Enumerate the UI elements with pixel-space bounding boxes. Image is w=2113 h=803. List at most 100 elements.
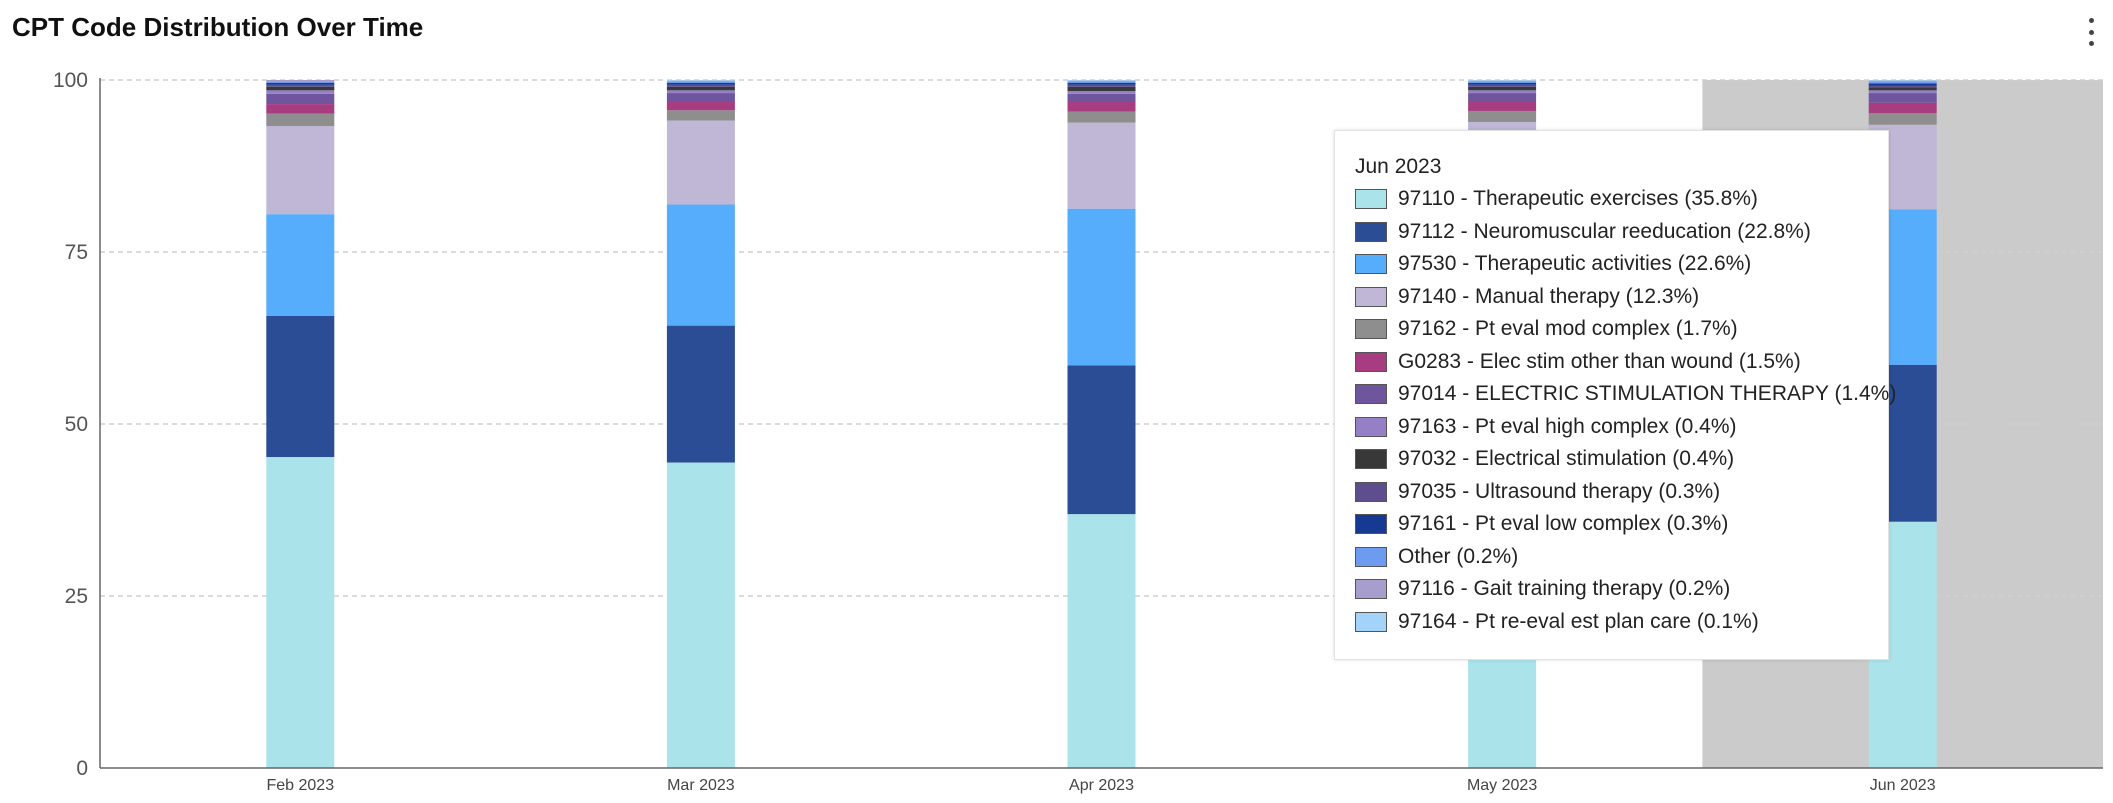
legend-swatch [1355, 286, 1387, 307]
bar-segment [1067, 93, 1136, 103]
bar-segment [1067, 208, 1136, 366]
bar-segment [266, 457, 335, 768]
bar-segment [1868, 85, 1937, 88]
tooltip-row: 97163 - Pt eval high complex (0.4%) [1355, 411, 1888, 444]
bar-segment [1868, 93, 1937, 103]
bar-segment [266, 80, 335, 82]
bar-segment [266, 315, 335, 458]
bar-segment [666, 81, 735, 83]
tooltip-label: 97164 - Pt re-eval est plan care (0.1%) [1398, 609, 1759, 633]
more-vertical-icon[interactable] [2081, 18, 2101, 46]
bar-segment [1868, 102, 1937, 114]
bar-segment [666, 120, 735, 205]
bar-segment [1868, 82, 1937, 84]
tooltip-title: Jun 2023 [1355, 155, 1442, 178]
legend-swatch [1355, 189, 1387, 210]
tooltip-label: 97162 - Pt eval mod complex (1.7%) [1398, 317, 1738, 341]
bar-segment [266, 104, 335, 114]
legend-swatch [1355, 514, 1387, 535]
bar-segment [666, 462, 735, 768]
bar-segment [266, 82, 335, 85]
legend-swatch [1355, 254, 1387, 275]
bar-segment [266, 126, 335, 215]
tooltip-label: 97163 - Pt eval high complex (0.4%) [1398, 414, 1737, 438]
tooltip-row: G0283 - Elec stim other than wound (1.5%… [1355, 346, 1888, 379]
bar-segment [1868, 80, 1937, 83]
tooltip-label: 97116 - Gait training therapy (0.2%) [1398, 577, 1731, 601]
bar-segment [1067, 102, 1136, 112]
bar-segment [666, 93, 735, 103]
bar-segment [1067, 80, 1136, 82]
bar-segment [1067, 122, 1136, 209]
bar-segment [1067, 111, 1136, 123]
bar-segment [1868, 90, 1937, 94]
bar-segment [1067, 84, 1136, 87]
bar-segment [1868, 113, 1937, 125]
bar-segment [1067, 514, 1136, 768]
bar-segment [666, 110, 735, 121]
menu-dot [2088, 41, 2094, 46]
legend-swatch [1355, 351, 1387, 372]
bar-segment [1067, 82, 1136, 85]
tooltip-row: 97112 - Neuromuscular reeducation (22.8%… [1355, 216, 1888, 249]
bar-segment [266, 214, 335, 316]
bar-segment [1468, 80, 1537, 82]
tooltip-label: 97032 - Electrical stimulation (0.4%) [1398, 447, 1735, 471]
legend-swatch [1355, 481, 1387, 502]
y-tick-label: 75 [65, 241, 88, 264]
tooltip-row: 97032 - Electrical stimulation (0.4%) [1355, 443, 1888, 476]
tooltip-row: 97161 - Pt eval low complex (0.3%) [1355, 508, 1888, 541]
tooltip-row: 97164 - Pt re-eval est plan care (0.1%) [1355, 606, 1888, 639]
x-tick-label: Jun 2023 [1870, 777, 1936, 794]
bar-segment [666, 80, 735, 82]
legend-swatch [1355, 449, 1387, 470]
tooltip-row: 97162 - Pt eval mod complex (1.7%) [1355, 313, 1888, 346]
tooltip-label: 97035 - Ultrasound therapy (0.3%) [1398, 479, 1721, 503]
chart-title: CPT Code Distribution Over Time [12, 12, 424, 42]
y-tick-label: 50 [65, 413, 88, 436]
bar-segment [1468, 93, 1537, 103]
bar-segment [666, 90, 735, 94]
legend-swatch [1355, 319, 1387, 340]
tooltip-row: Other (0.2%) [1355, 541, 1888, 574]
tooltip-row: 97116 - Gait training therapy (0.2%) [1355, 573, 1888, 606]
bar-segment [666, 80, 735, 81]
bar-segment [1468, 80, 1537, 81]
tooltip-rows: 97110 - Therapeutic exercises (35.8%) 971… [1355, 183, 1896, 639]
bar-segment [1067, 80, 1136, 81]
menu-dot [2088, 29, 2094, 35]
bar-segment [266, 93, 335, 105]
bar-segment [1868, 87, 1937, 91]
bar-segment [1067, 81, 1136, 83]
bar-segment [1468, 84, 1537, 87]
tooltip-row: 97035 - Ultrasound therapy (0.3%) [1355, 476, 1888, 509]
bar-segment [1868, 80, 1937, 81]
tooltip-label: 97112 - Neuromuscular reeducation (22.8%… [1398, 219, 1811, 243]
bar-segment [666, 84, 735, 87]
y-tick-label: 0 [76, 757, 88, 780]
legend-swatch [1355, 221, 1387, 242]
tooltip-label: Other (0.2%) [1398, 544, 1519, 568]
bar-segment [1468, 110, 1537, 122]
bar-segment [666, 82, 735, 85]
bar-segment [1468, 81, 1537, 83]
bar-segment [1067, 91, 1136, 94]
tooltip-label: 97014 - ELECTRIC STIMULATION THERAPY (1.… [1398, 382, 1897, 406]
bar-segment [266, 113, 335, 127]
tooltip-label: 97161 - Pt eval low complex (0.3%) [1398, 512, 1729, 536]
tooltip-row: 97110 - Therapeutic exercises (35.8%) [1355, 183, 1888, 216]
legend-swatch [1355, 384, 1387, 405]
bar-segment [266, 81, 335, 83]
tooltip-row: 97530 - Therapeutic activities (22.6%) [1355, 248, 1888, 281]
y-tick-label: 25 [65, 585, 88, 608]
bar-segment [266, 84, 335, 87]
tooltip-label: G0283 - Elec stim other than wound (1.5%… [1398, 349, 1801, 373]
menu-dot [2088, 18, 2094, 23]
y-tick-label: 100 [53, 69, 88, 92]
bar-segment [1468, 82, 1537, 85]
bar-segment [666, 102, 735, 111]
tooltip-legend: Jun 2023 97110 - Therapeutic exercises (… [1334, 130, 1896, 660]
legend-swatch [1355, 546, 1387, 567]
x-tick-label: Apr 2023 [1069, 777, 1134, 794]
x-tick-label: Mar 2023 [667, 777, 735, 794]
